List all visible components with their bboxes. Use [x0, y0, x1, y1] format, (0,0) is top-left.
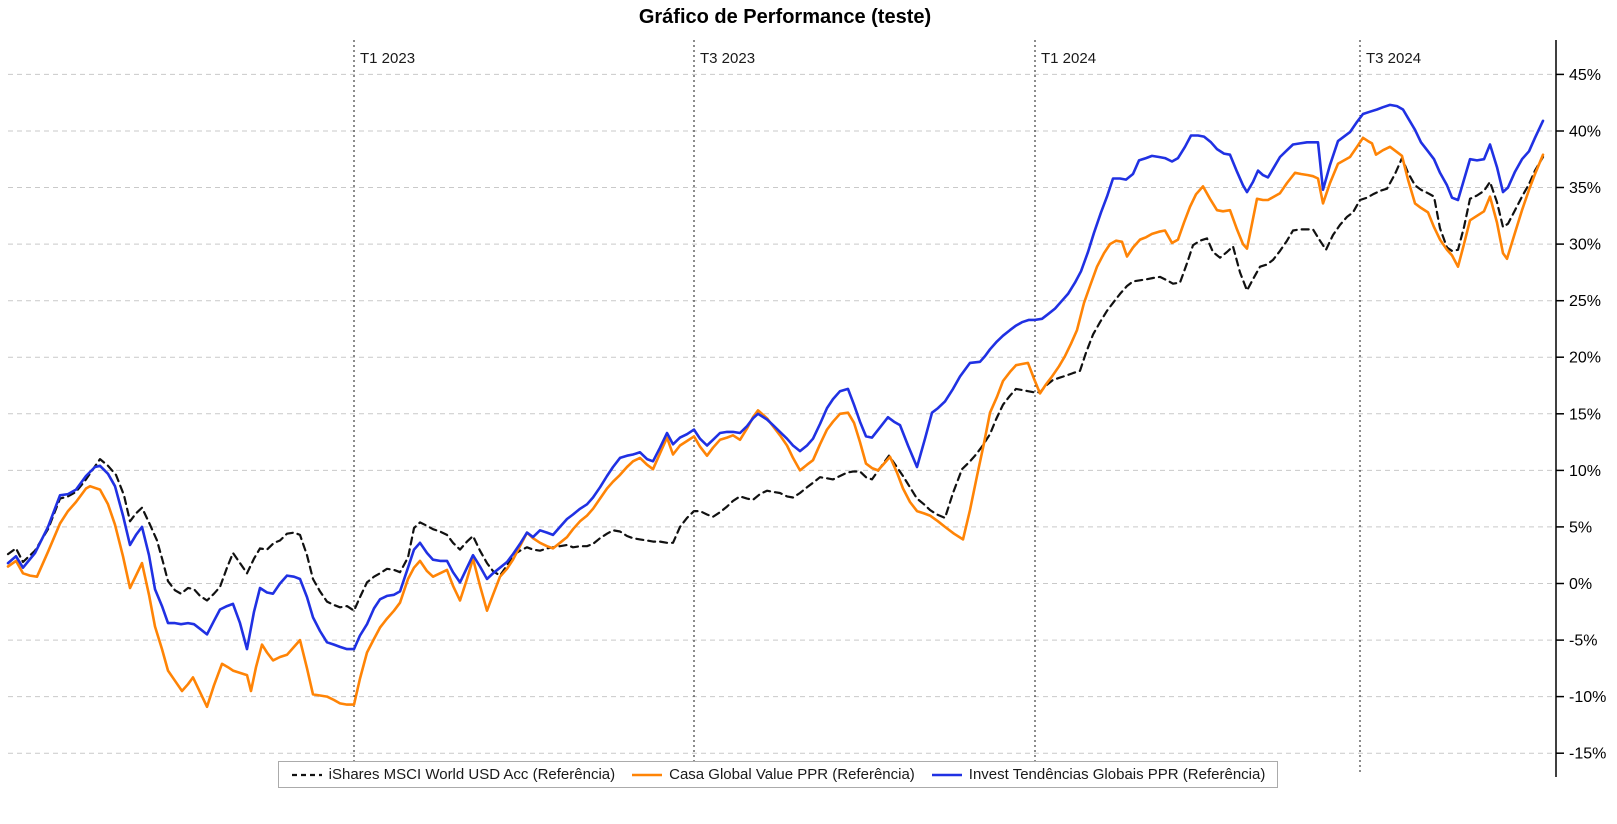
- y-axis-tick-label: 45%: [1569, 67, 1601, 84]
- legend-item-ishares: iShares MSCI World USD Acc (Referência): [291, 766, 615, 783]
- y-axis-tick-label: 10%: [1569, 463, 1601, 480]
- quarter-marker-label: T1 2023: [360, 50, 415, 67]
- legend-label: Casa Global Value PPR (Referência): [669, 766, 915, 783]
- quarter-marker-label: T1 2024: [1041, 50, 1096, 67]
- chart-title: Gráfico de Performance (teste): [638, 6, 932, 28]
- series-line-0: [6, 155, 1545, 612]
- y-axis-tick-label: 0%: [1569, 576, 1592, 593]
- legend-item-invest: Invest Tendências Globais PPR (Referênci…: [931, 766, 1266, 783]
- legend-label: Invest Tendências Globais PPR (Referênci…: [968, 766, 1266, 783]
- chart-legend: iShares MSCI World USD Acc (Referência) …: [0, 761, 1556, 788]
- y-axis-tick-label: 30%: [1569, 237, 1601, 254]
- y-axis-tick-label: 20%: [1569, 350, 1601, 367]
- dashed-line-swatch-icon: [291, 773, 322, 776]
- series-line-2: [6, 103, 1545, 651]
- y-axis-tick-label: 5%: [1569, 519, 1592, 536]
- blue-line-swatch-icon: [931, 773, 962, 776]
- y-axis-tick-label: 15%: [1569, 406, 1601, 423]
- y-axis-tick-label: 40%: [1569, 124, 1601, 141]
- orange-line-swatch-icon: [632, 773, 663, 776]
- quarter-marker-label: T3 2023: [700, 50, 755, 67]
- y-axis-tick-label: -15%: [1569, 746, 1606, 763]
- legend-item-casa: Casa Global Value PPR (Referência): [631, 766, 915, 783]
- quarter-marker-label: T3 2024: [1366, 50, 1421, 67]
- legend-label: iShares MSCI World USD Acc (Referência): [328, 766, 616, 783]
- y-axis-tick-label: 35%: [1569, 180, 1601, 197]
- y-axis-tick-label: 25%: [1569, 293, 1601, 310]
- series-line-1: [6, 136, 1545, 709]
- y-axis-tick-label: -10%: [1569, 689, 1606, 706]
- legend-box: iShares MSCI World USD Acc (Referência) …: [277, 761, 1279, 788]
- y-axis-tick-label: -5%: [1569, 633, 1597, 650]
